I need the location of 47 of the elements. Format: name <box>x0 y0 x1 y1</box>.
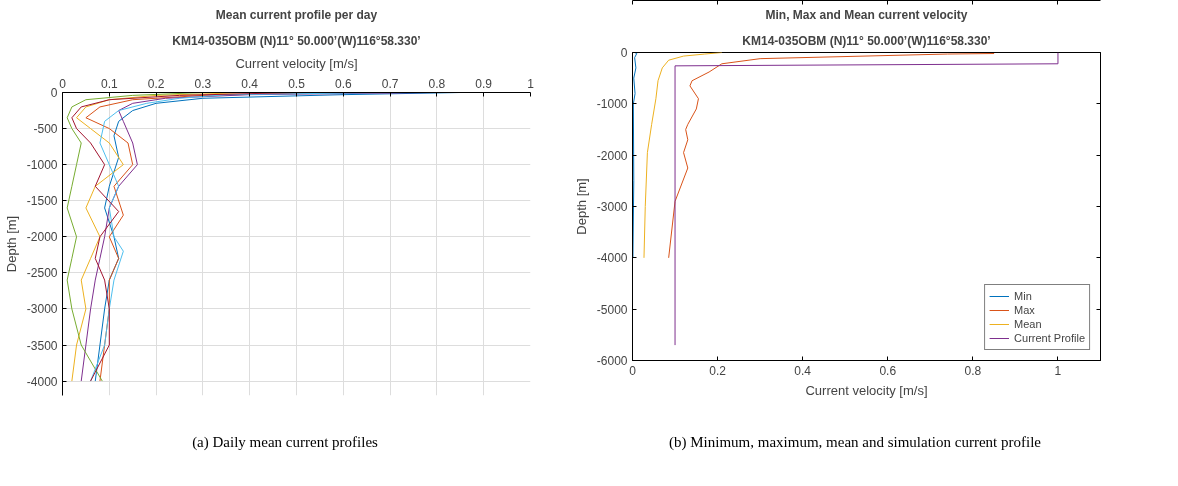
legend-label: Max <box>1014 303 1035 317</box>
chart-title: Mean current profile per day <box>215 7 378 22</box>
x-tick-label: 0.2 <box>147 76 165 91</box>
x-tick-label: 0.1 <box>100 76 118 91</box>
x-tick-label: 0.8 <box>964 363 982 378</box>
legend-label: Min <box>1014 289 1033 303</box>
y-tick-label: -2000 <box>26 230 58 245</box>
x-axis-title: Current velocity [m/s] <box>805 382 928 398</box>
chart-subtitle: KM14-035OBM (N)11° 50.000’(W)116°58.330’ <box>742 33 991 48</box>
y-tick-label: -3500 <box>26 338 58 353</box>
y-tick-label: -3000 <box>596 200 628 214</box>
y-axis-title: Depth [m] <box>573 178 589 235</box>
x-axis-title: Current velocity [m/s] <box>235 55 358 71</box>
x-tick-label: 0.6 <box>879 363 897 378</box>
legend-label: Mean <box>1014 317 1042 331</box>
y-tick-label: 0 <box>50 86 58 100</box>
x-tick-label: 0.3 <box>194 76 212 91</box>
legend-label: Current Profile <box>1014 331 1085 345</box>
y-tick-label: 0 <box>620 46 628 60</box>
x-tick-label: 0.4 <box>794 363 812 378</box>
y-tick-label: -2000 <box>596 148 628 163</box>
y-tick-label: -500 <box>33 122 58 137</box>
x-tick-label: 1 <box>1054 363 1062 378</box>
y-tick-label: -4000 <box>26 374 58 389</box>
line-series <box>668 53 995 259</box>
y-tick-label: -1000 <box>596 97 628 112</box>
y-axis-title: Depth [m] <box>3 215 19 273</box>
y-tick-label: -6000 <box>596 354 628 368</box>
x-tick-label: 1 <box>527 76 535 91</box>
y-tick-label: -5000 <box>596 302 628 317</box>
x-tick-label: 0.8 <box>428 76 446 91</box>
line-series <box>632 52 638 259</box>
text: (a) Daily mean current profiles <box>192 433 378 453</box>
y-tick-label: -4000 <box>596 251 628 266</box>
chart-subtitle: KM14-035OBM (N)11° 50.000’(W)116°58.330’ <box>172 33 421 48</box>
x-tick-label: 0.5 <box>288 76 306 91</box>
y-tick-label: -2500 <box>26 266 58 281</box>
x-tick-label: 0.9 <box>475 76 493 91</box>
y-tick-label: -3000 <box>26 302 58 317</box>
x-tick-label: 0.2 <box>709 363 727 378</box>
x-tick-label: 0.6 <box>334 76 352 91</box>
y-tick-label: -1500 <box>26 194 58 209</box>
y-tick-label: -1000 <box>26 158 58 173</box>
x-tick-label: 0.4 <box>241 76 259 91</box>
text: (b) Minimum, maximum, mean and simulation current profile <box>668 433 1041 453</box>
x-tick-label: 0.7 <box>381 76 399 91</box>
chart-title: Min, Max and Mean current velocity <box>765 7 968 22</box>
